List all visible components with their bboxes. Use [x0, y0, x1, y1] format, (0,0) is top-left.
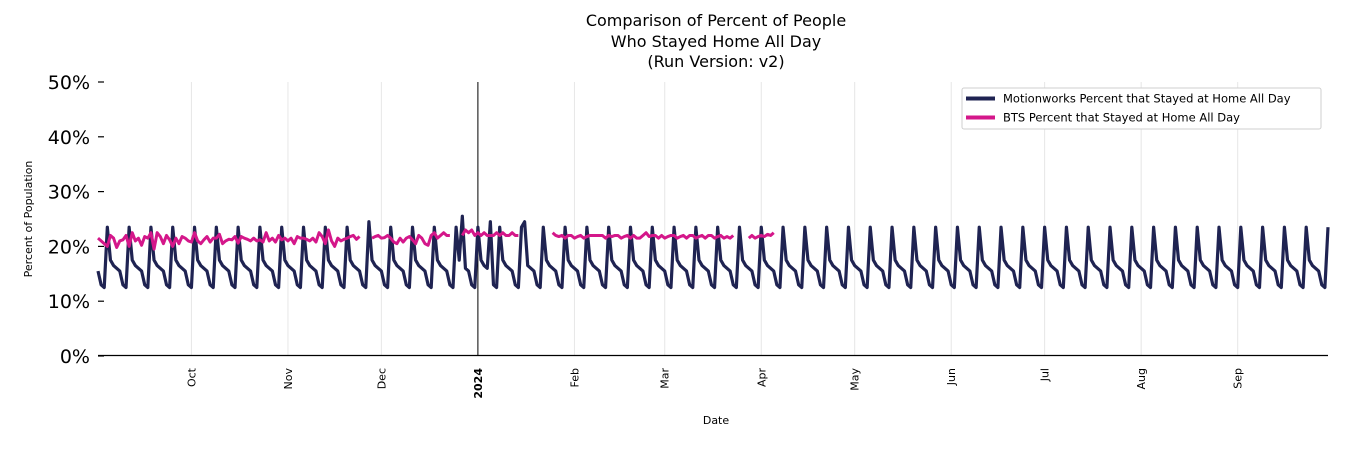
legend-label-bts: BTS Percent that Stayed at Home All Day [1003, 111, 1240, 125]
x-tick-label: Aug [1135, 368, 1148, 389]
x-axis-label: Date [703, 414, 730, 427]
x-tick-label: Mar [659, 368, 672, 389]
y-tick-label: 20% [48, 236, 90, 258]
y-tick-label: 0% [60, 346, 90, 368]
series-line-bts [747, 231, 775, 240]
x-tick-label: Jun [945, 368, 958, 386]
y-axis-label: Percent of Population [22, 161, 35, 278]
y-tick-label: 40% [48, 127, 90, 149]
y-tick-label: 30% [48, 182, 90, 204]
series-line-bts [371, 231, 450, 247]
x-tick-label: Jul [1039, 368, 1052, 382]
series-line-bts [551, 231, 735, 240]
x-ticks: Oct Nov Dec 2024 Feb Mar Apr May Jun Jul Aug Sep [185, 367, 1244, 398]
series-line-motionworks [96, 214, 1330, 290]
gridlines [190, 82, 1239, 356]
x-tick-label: May [849, 368, 862, 391]
x-tick-label: 2024 [472, 368, 485, 399]
y-tick-label: 10% [48, 291, 90, 313]
legend: Motionworks Percent that Stayed at Home … [961, 87, 1322, 130]
x-tick-label: Oct [185, 367, 198, 387]
x-tick-label: Apr [755, 368, 768, 388]
chart-title: Comparison of Percent of People Who Stay… [585, 11, 847, 71]
series-lines [96, 214, 1330, 290]
x-tick-label: Nov [282, 368, 295, 390]
series-line-bts [97, 228, 361, 251]
x-tick-label: Dec [375, 368, 388, 389]
x-tick-label: Sep [1232, 368, 1245, 389]
series-line-bts [461, 228, 519, 237]
legend-label-motionworks: Motionworks Percent that Stayed at Home … [1003, 92, 1291, 106]
x-tick-label: Feb [568, 368, 581, 387]
legend-box [961, 87, 1322, 130]
y-tick-label: 50% [48, 72, 90, 94]
y-ticks: 0% 10% 20% 30% 40% 50% [48, 72, 104, 368]
